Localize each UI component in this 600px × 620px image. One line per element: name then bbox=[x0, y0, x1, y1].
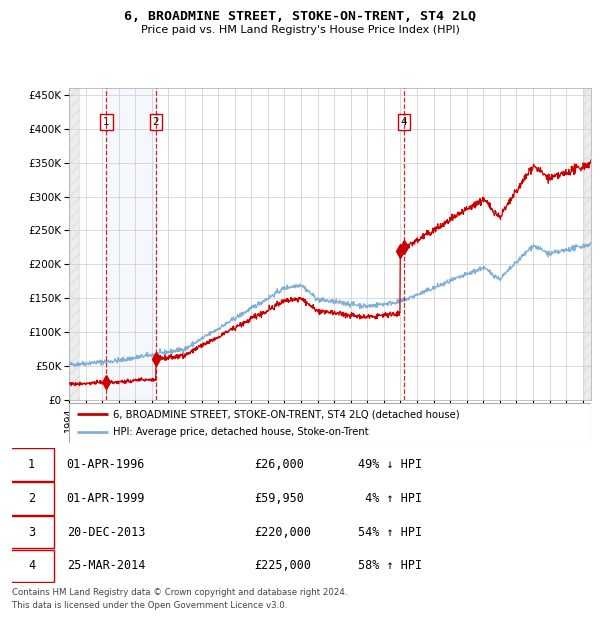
Bar bbox=[69, 88, 79, 400]
Text: 4: 4 bbox=[401, 117, 407, 127]
Text: 58% ↑ HPI: 58% ↑ HPI bbox=[358, 559, 422, 572]
Text: 54% ↑ HPI: 54% ↑ HPI bbox=[358, 526, 422, 539]
Text: 2: 2 bbox=[152, 117, 160, 127]
Text: 4: 4 bbox=[28, 559, 35, 572]
FancyBboxPatch shape bbox=[9, 482, 54, 515]
Text: 25-MAR-2014: 25-MAR-2014 bbox=[67, 559, 145, 572]
Bar bbox=[584, 88, 591, 400]
Text: 2: 2 bbox=[28, 492, 35, 505]
Text: 01-APR-1996: 01-APR-1996 bbox=[67, 458, 145, 471]
Text: £59,950: £59,950 bbox=[254, 492, 304, 505]
Text: HPI: Average price, detached house, Stoke-on-Trent: HPI: Average price, detached house, Stok… bbox=[113, 427, 369, 437]
Text: 20-DEC-2013: 20-DEC-2013 bbox=[67, 526, 145, 539]
Text: 1: 1 bbox=[28, 458, 35, 471]
Text: 6, BROADMINE STREET, STOKE-ON-TRENT, ST4 2LQ (detached house): 6, BROADMINE STREET, STOKE-ON-TRENT, ST4… bbox=[113, 409, 460, 419]
Text: 4% ↑ HPI: 4% ↑ HPI bbox=[358, 492, 422, 505]
Text: 6, BROADMINE STREET, STOKE-ON-TRENT, ST4 2LQ: 6, BROADMINE STREET, STOKE-ON-TRENT, ST4… bbox=[124, 10, 476, 23]
FancyBboxPatch shape bbox=[9, 550, 54, 582]
Bar bbox=[106, 88, 156, 400]
Text: This data is licensed under the Open Government Licence v3.0.: This data is licensed under the Open Gov… bbox=[12, 601, 287, 611]
Text: £220,000: £220,000 bbox=[254, 526, 311, 539]
Text: 49% ↓ HPI: 49% ↓ HPI bbox=[358, 458, 422, 471]
FancyBboxPatch shape bbox=[9, 448, 54, 480]
Text: 1: 1 bbox=[103, 117, 110, 127]
Text: 3: 3 bbox=[28, 526, 35, 539]
Text: 01-APR-1999: 01-APR-1999 bbox=[67, 492, 145, 505]
Text: £26,000: £26,000 bbox=[254, 458, 304, 471]
Text: Price paid vs. HM Land Registry's House Price Index (HPI): Price paid vs. HM Land Registry's House … bbox=[140, 25, 460, 35]
FancyBboxPatch shape bbox=[69, 403, 591, 443]
Text: £225,000: £225,000 bbox=[254, 559, 311, 572]
FancyBboxPatch shape bbox=[9, 516, 54, 548]
Text: Contains HM Land Registry data © Crown copyright and database right 2024.: Contains HM Land Registry data © Crown c… bbox=[12, 588, 347, 597]
